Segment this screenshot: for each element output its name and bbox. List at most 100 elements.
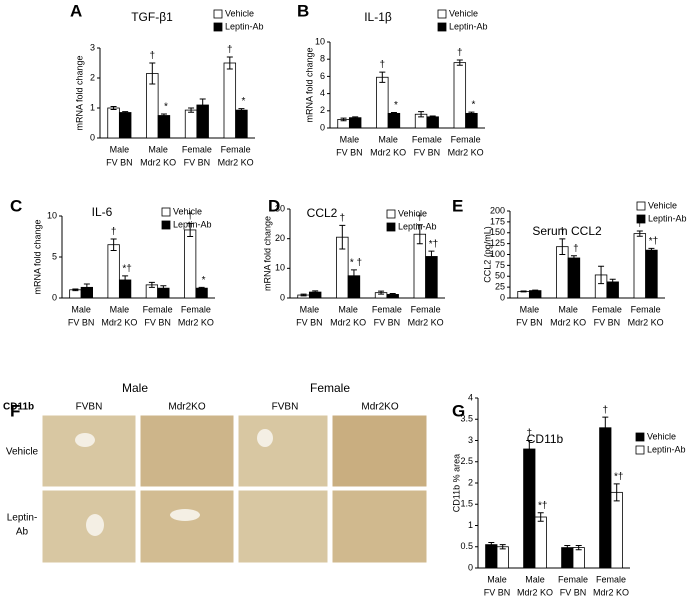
legend-label: Vehicle [449, 8, 478, 18]
legend-label: Leptin-Ab [398, 221, 437, 231]
x-tick-label: Mdr2 KO [218, 157, 254, 167]
x-tick-label: Female [596, 574, 626, 584]
micrograph [237, 414, 329, 488]
micrograph [237, 489, 329, 564]
error-bar [564, 544, 571, 551]
significance-marker: † [457, 48, 463, 59]
legend-label: Leptin-Ab [449, 21, 488, 31]
error-bar [352, 116, 359, 120]
y-tick-label: 10 [315, 36, 325, 46]
x-tick-label: Female [372, 304, 402, 314]
y-tick-label: 1.5 [460, 499, 473, 509]
error-bar [379, 71, 386, 83]
error-bar [468, 111, 475, 116]
bar [426, 116, 439, 129]
chart-title: CCL2 [307, 206, 338, 220]
x-tick-label: Mdr2 KO [550, 317, 586, 327]
y-tick-label: 0 [90, 132, 95, 142]
error-bar [609, 278, 616, 286]
error-bar [526, 440, 533, 458]
y-tick-label: 30 [275, 203, 285, 213]
significance-marker: † [227, 45, 233, 56]
error-bar [418, 111, 425, 118]
error-bar [602, 416, 609, 439]
y-tick-label: 0 [320, 122, 325, 132]
error-bar [575, 544, 582, 551]
significance-marker: *† [649, 236, 658, 247]
row-label: Ab [16, 527, 29, 538]
column-label: Mdr2KO [168, 402, 205, 413]
x-tick-label: FV BN [594, 317, 621, 327]
error-bar [636, 230, 643, 237]
chart-title: TGF-β1 [131, 10, 173, 24]
y-tick-label: 5 [52, 251, 57, 261]
y-tick-label: 4 [468, 392, 473, 402]
y-tick-label: 2 [468, 477, 473, 487]
y-tick-label: 25 [495, 282, 505, 292]
panel-f: F Male Female CD11b FVBN Mdr2KO FVBN Mdr… [3, 381, 428, 564]
chart-title: IL-1β [364, 10, 392, 24]
group-label: Female [310, 381, 350, 395]
chart-title: CD11b [527, 432, 564, 446]
significance-marker: † [573, 243, 579, 254]
bar [453, 62, 467, 129]
bar [485, 544, 498, 569]
x-tick-label: Mdr2 KO [178, 317, 214, 327]
bar [157, 115, 171, 139]
panel-letter: G [452, 401, 465, 420]
x-tick-label: FV BN [336, 147, 363, 157]
legend-swatch [161, 220, 171, 230]
x-tick-label: Mdr2 KO [628, 317, 664, 327]
row-label: Leptin- [7, 513, 38, 524]
legend-swatch [635, 445, 645, 455]
y-tick-label: 0 [280, 292, 285, 302]
y-tick-label: 175 [490, 216, 505, 226]
y-tick-label: 0 [468, 562, 473, 572]
x-tick-label: FV BN [374, 317, 401, 327]
legend-swatch [386, 222, 396, 232]
error-bar [428, 250, 435, 263]
legend-swatch [437, 9, 447, 19]
vessel [75, 433, 95, 447]
y-tick-label: 2.5 [460, 456, 473, 466]
panel-letter: D [268, 196, 280, 215]
error-bar [110, 106, 117, 110]
panel-letter: F [10, 401, 20, 420]
legend-label: Leptin-Ab [647, 444, 686, 454]
panel-letter: B [297, 1, 309, 20]
error-bar [149, 62, 156, 85]
bar [235, 109, 248, 139]
legend-label: Vehicle [225, 8, 254, 18]
significance-marker: † [417, 212, 423, 223]
error-bar [339, 224, 346, 250]
significance-marker: *† [429, 239, 438, 250]
legend-swatch [437, 22, 447, 32]
x-tick-label: Male [300, 304, 320, 314]
error-bar [648, 247, 655, 253]
column-label: FVBN [76, 402, 103, 413]
x-tick-label: FV BN [184, 157, 211, 167]
micrograph [139, 414, 235, 488]
legend-label: Leptin-Ab [173, 219, 212, 229]
x-tick-label: Mdr2 KO [140, 157, 176, 167]
y-tick-label: 10 [47, 210, 57, 220]
legend-swatch [386, 209, 396, 219]
bar [517, 291, 530, 299]
y-tick-label: 4 [320, 88, 325, 98]
error-bar [570, 255, 577, 261]
error-bar [188, 107, 195, 113]
bar [118, 112, 132, 139]
group-label: Male [122, 381, 148, 395]
bar [183, 229, 197, 299]
legend-label: Vehicle [648, 200, 677, 210]
x-tick-label: FV BN [484, 587, 511, 597]
error-bar [456, 59, 463, 66]
x-tick-label: Male [520, 304, 540, 314]
chart-title: Serum CCL2 [532, 224, 602, 238]
y-tick-label: 6 [320, 71, 325, 81]
x-tick-label: Male [558, 304, 578, 314]
legend-label: Leptin-Ab [225, 21, 264, 31]
y-tick-label: 1 [90, 102, 95, 112]
x-tick-label: Male [487, 574, 507, 584]
